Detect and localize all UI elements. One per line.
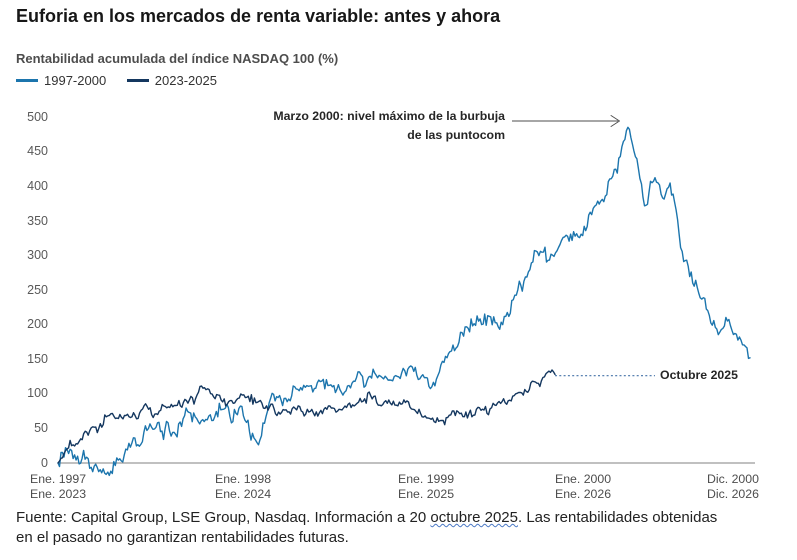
svg-text:Dic. 2000: Dic. 2000: [707, 472, 759, 486]
svg-text:150: 150: [27, 352, 48, 366]
svg-text:Dic. 2026: Dic. 2026: [707, 487, 759, 501]
svg-text:Ene. 2025: Ene. 2025: [398, 487, 454, 501]
svg-text:400: 400: [27, 179, 48, 193]
svg-text:200: 200: [27, 317, 48, 331]
svg-text:500: 500: [27, 110, 48, 124]
svg-text:250: 250: [27, 283, 48, 297]
svg-text:Octubre 2025: Octubre 2025: [660, 368, 738, 382]
svg-text:100: 100: [27, 386, 48, 400]
svg-text:Ene. 1998: Ene. 1998: [215, 472, 271, 486]
svg-text:Ene. 2024: Ene. 2024: [215, 487, 271, 501]
svg-text:Marzo 2000: nivel máximo de la: Marzo 2000: nivel máximo de la burbuja: [273, 109, 505, 123]
svg-text:Ene. 2000: Ene. 2000: [555, 472, 611, 486]
svg-text:50: 50: [34, 421, 48, 435]
svg-text:450: 450: [27, 144, 48, 158]
svg-text:300: 300: [27, 248, 48, 262]
svg-text:Ene. 1999: Ene. 1999: [398, 472, 454, 486]
svg-text:Ene. 2023: Ene. 2023: [30, 487, 86, 501]
svg-text:de las puntocom: de las puntocom: [407, 128, 505, 142]
svg-text:Ene. 2026: Ene. 2026: [555, 487, 611, 501]
svg-text:0: 0: [41, 456, 48, 470]
svg-text:350: 350: [27, 214, 48, 228]
svg-text:Ene. 1997: Ene. 1997: [30, 472, 86, 486]
